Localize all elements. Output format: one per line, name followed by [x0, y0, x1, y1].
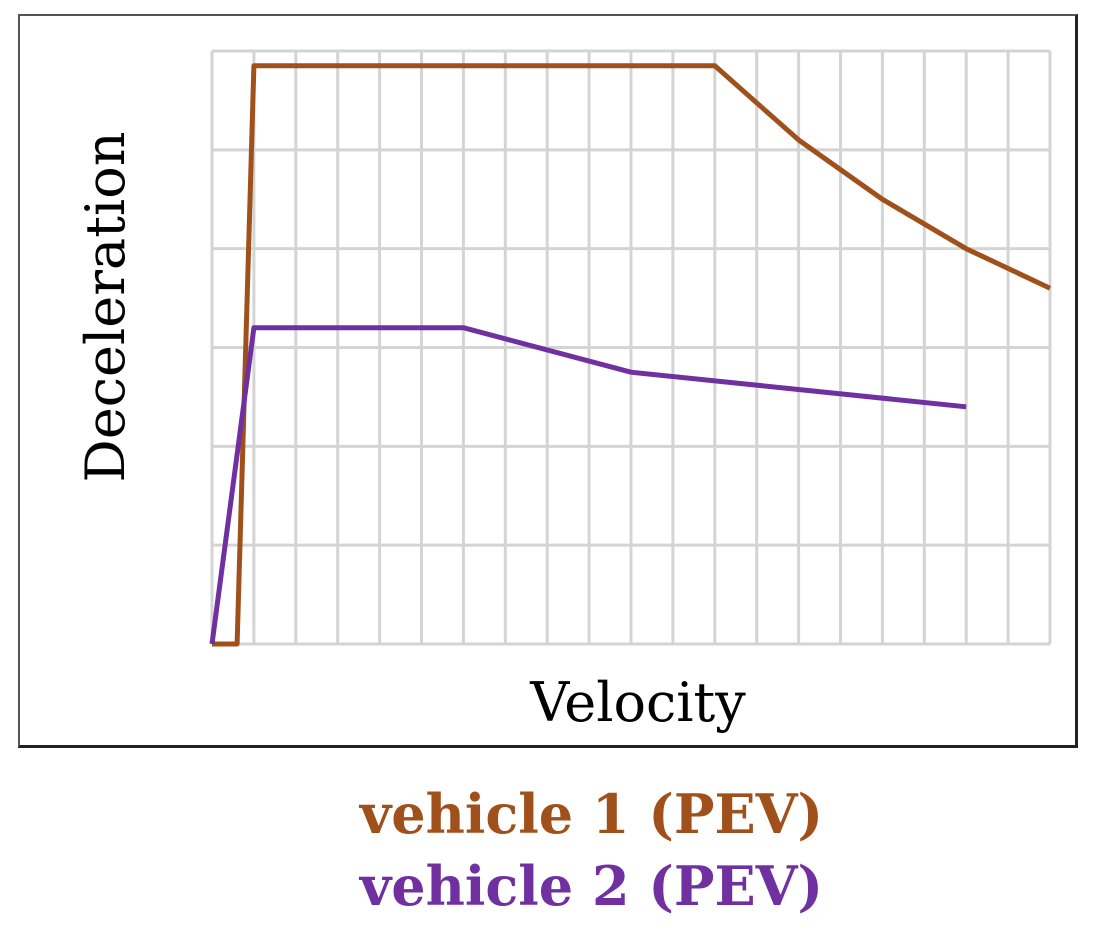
series-layer	[209, 63, 1052, 647]
legend-entry-vehicle-2: vehicle 2 (PEV)	[359, 854, 824, 918]
x-axis-label: Velocity	[529, 671, 746, 734]
grid	[210, 49, 1052, 646]
chart-svg: Velocity Deceleration	[74, 49, 1052, 734]
chart-frame: Velocity Deceleration	[18, 14, 1078, 748]
y-axis-label: Deceleration	[74, 132, 137, 483]
legend-entry-vehicle-1: vehicle 1 (PEV)	[359, 782, 824, 846]
series-line-vehicle-2	[209, 325, 967, 645]
series-line-vehicle-1	[212, 63, 1052, 647]
legend: vehicle 1 (PEV) vehicle 2 (PEV)	[0, 778, 1093, 922]
